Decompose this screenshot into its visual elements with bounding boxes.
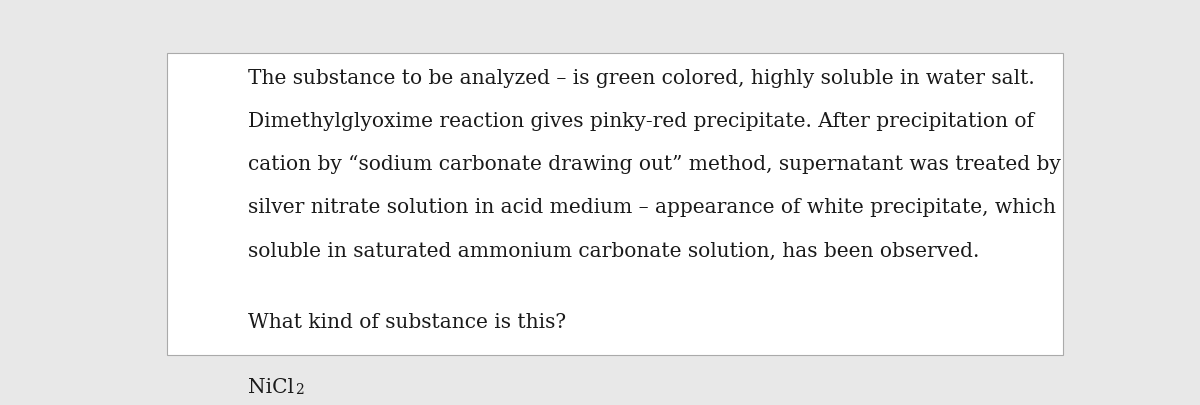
FancyBboxPatch shape bbox=[167, 54, 1063, 355]
Text: The substance to be analyzed – is green colored, highly soluble in water salt.: The substance to be analyzed – is green … bbox=[247, 69, 1034, 88]
Text: 2: 2 bbox=[295, 382, 304, 396]
Text: silver nitrate solution in acid medium – appearance of white precipitate, which: silver nitrate solution in acid medium –… bbox=[247, 198, 1056, 217]
Text: NiCl: NiCl bbox=[247, 377, 294, 396]
Text: What kind of substance is this?: What kind of substance is this? bbox=[247, 312, 565, 331]
Text: Dimethylglyoxime reaction gives pinky-red precipitate. After precipitation of: Dimethylglyoxime reaction gives pinky-re… bbox=[247, 112, 1033, 131]
Text: cation by “sodium carbonate drawing out” method, supernatant was treated by: cation by “sodium carbonate drawing out”… bbox=[247, 155, 1061, 174]
Text: soluble in saturated ammonium carbonate solution, has been observed.: soluble in saturated ammonium carbonate … bbox=[247, 241, 979, 260]
